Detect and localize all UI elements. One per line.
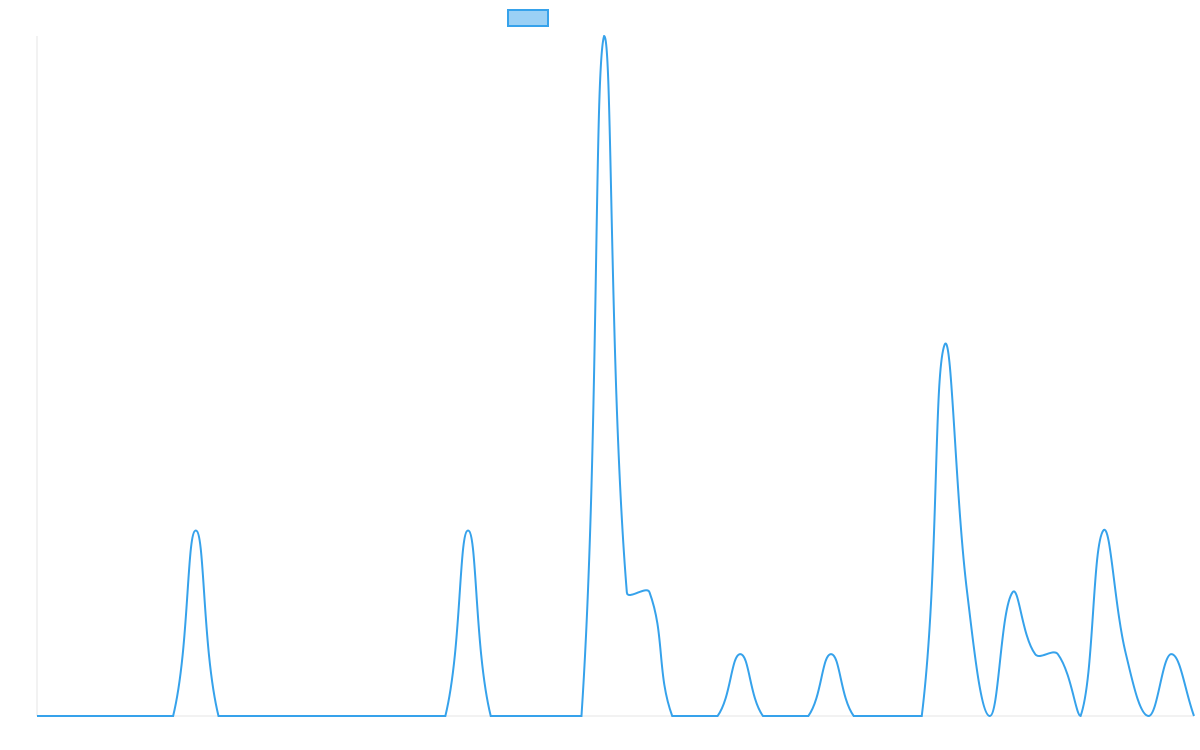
line-series <box>37 34 1195 718</box>
legend-swatch <box>507 9 549 27</box>
